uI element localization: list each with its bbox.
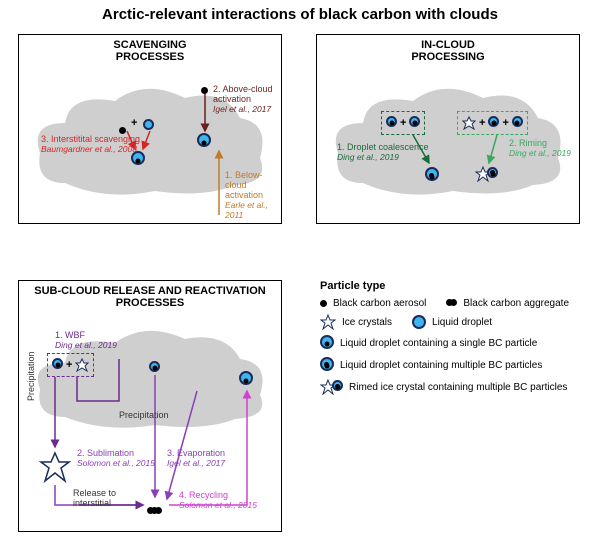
label-release: Release tointerstitial <box>73 489 116 509</box>
label-coalescence: 1. Droplet coalescenceDing et al., 2019 <box>337 143 429 163</box>
riming-box: + + <box>457 111 528 135</box>
label-precip-left: Precipitation <box>27 351 37 401</box>
label-recycling: 4. RecyclingSolomon et al., 2015 <box>179 491 257 511</box>
wbf-box: + <box>47 353 94 377</box>
coalescence-box: + <box>381 111 425 135</box>
legend-row: Liquid droplet containing a single BC pa… <box>320 335 590 352</box>
legend-row: Black carbon aerosol Black carbon aggreg… <box>320 298 590 309</box>
ice-icon <box>75 358 89 372</box>
ice-icon <box>39 451 71 483</box>
panel-subcloud: SUB-CLOUD RELEASE AND REACTIVATIONPROCES… <box>18 280 282 532</box>
bc-icon <box>119 127 126 134</box>
label-interstitial: 3. Interstitital scavengingBaumgardner e… <box>41 135 140 155</box>
panel-incloud-title: IN-CLOUDPROCESSING <box>317 35 579 67</box>
legend-title: Particle type <box>320 280 590 292</box>
bc-icon <box>320 300 327 307</box>
legend: Particle type Black carbon aerosol Black… <box>320 280 590 400</box>
label-wbf: 1. WBFDing et al., 2019 <box>55 331 117 351</box>
ice-icon <box>462 116 476 130</box>
panel-scavenging-title: SCAVENGINGPROCESSES <box>19 35 281 67</box>
legend-row: Liquid droplet containing multiple BC pa… <box>320 357 590 374</box>
panel-incloud: IN-CLOUDPROCESSING + + + 1. Droplet coal… <box>316 34 580 224</box>
label-above-cloud: 2. Above-cloud activationIgel et al., 20… <box>213 85 281 115</box>
bc-icon <box>201 87 208 94</box>
ice-icon <box>320 314 336 330</box>
legend-row: Rimed ice crystal containing multiple BC… <box>320 379 590 395</box>
aggregate-icon <box>446 298 457 309</box>
aggregate-icon <box>147 501 162 519</box>
droplet-icon <box>143 119 154 130</box>
plus-icon: + <box>131 117 137 129</box>
panel-subcloud-title: SUB-CLOUD RELEASE AND REACTIVATIONPROCES… <box>19 281 281 313</box>
label-riming: 2. RimingDing et al., 2019 <box>509 139 571 159</box>
legend-row: Ice crystals Liquid droplet <box>320 314 590 330</box>
label-evaporation: 3. EvaporationIgel et al., 2017 <box>167 449 225 469</box>
droplet-icon <box>412 315 426 329</box>
label-precip: Precipitation <box>119 411 169 421</box>
main-title: Arctic-relevant interactions of black ca… <box>0 0 600 27</box>
label-below-cloud: 1. Below-cloud activationEarle et al., 2… <box>225 171 281 220</box>
panel-scavenging: SCAVENGINGPROCESSES + 2. Above-cloud act… <box>18 34 282 224</box>
label-sublimation: 2. SublimationSolomon et al., 2015 <box>77 449 155 469</box>
